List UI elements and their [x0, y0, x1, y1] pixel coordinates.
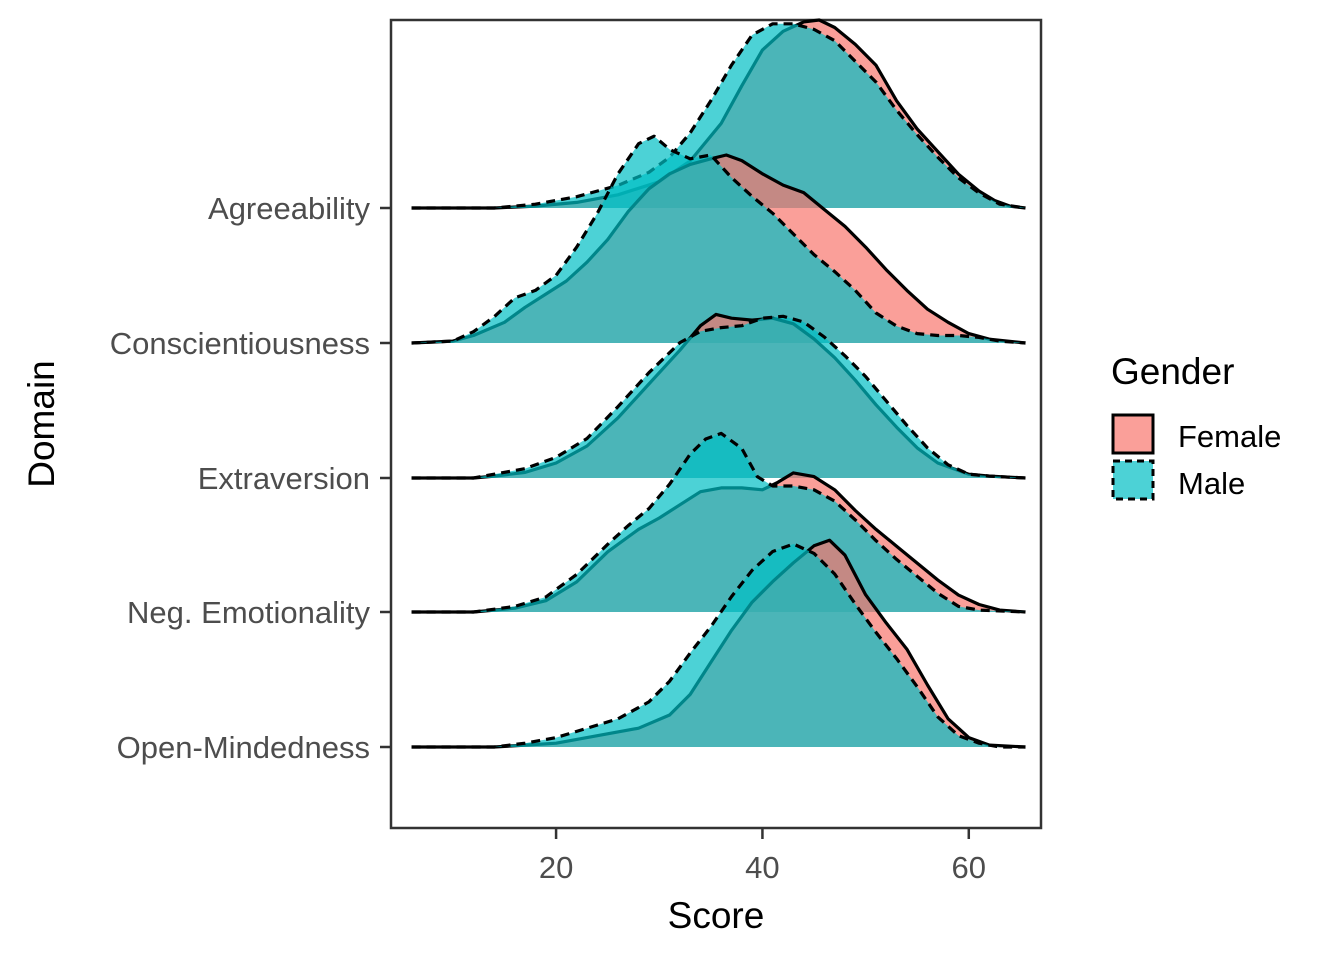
- y-tick-label-open-mindedness: Open-Mindedness: [117, 730, 370, 765]
- x-axis: 20 40 60: [539, 828, 986, 885]
- y-tick-label-conscientiousness: Conscientiousness: [110, 326, 370, 361]
- legend-title: Gender: [1111, 351, 1234, 392]
- y-axis-title: Domain: [21, 360, 62, 488]
- y-tick-label-neg-emotionality: Neg. Emotionality: [127, 595, 370, 630]
- legend: Gender Female Male: [1111, 351, 1281, 501]
- x-tick-label-60: 60: [952, 850, 986, 885]
- density-line-male: [411, 542, 1026, 749]
- legend-label-female: Female: [1178, 419, 1281, 454]
- density-line-male: [411, 314, 1026, 480]
- x-tick-label-40: 40: [745, 850, 779, 885]
- y-axis: Agreeability Conscientiousness Extraversio…: [110, 191, 391, 765]
- density-fill-male: [411, 136, 1026, 343]
- density-fill-male: [411, 316, 1026, 478]
- legend-key-female: [1111, 413, 1155, 455]
- ridge-extraversion-male: [411, 314, 1026, 480]
- density-line-male: [411, 431, 1026, 614]
- ridge-conscientiousness-male: [411, 134, 1026, 345]
- ridge-open-mindedness-male: [411, 542, 1026, 749]
- y-tick-label-extraversion: Extraversion: [198, 461, 370, 496]
- density-fill-male: [411, 23, 1026, 208]
- x-tick-label-20: 20: [539, 850, 573, 885]
- density-fill-male: [411, 544, 1026, 747]
- x-axis-title: Score: [668, 895, 765, 936]
- y-tick-label-agreeability: Agreeability: [208, 191, 370, 226]
- legend-label-male: Male: [1178, 466, 1245, 501]
- legend-key-male: [1111, 459, 1155, 501]
- ridge-neg-emotionality-male: [411, 431, 1026, 614]
- density-ridges: [411, 18, 1026, 749]
- density-fill-male: [411, 433, 1026, 612]
- density-line-male: [411, 134, 1026, 345]
